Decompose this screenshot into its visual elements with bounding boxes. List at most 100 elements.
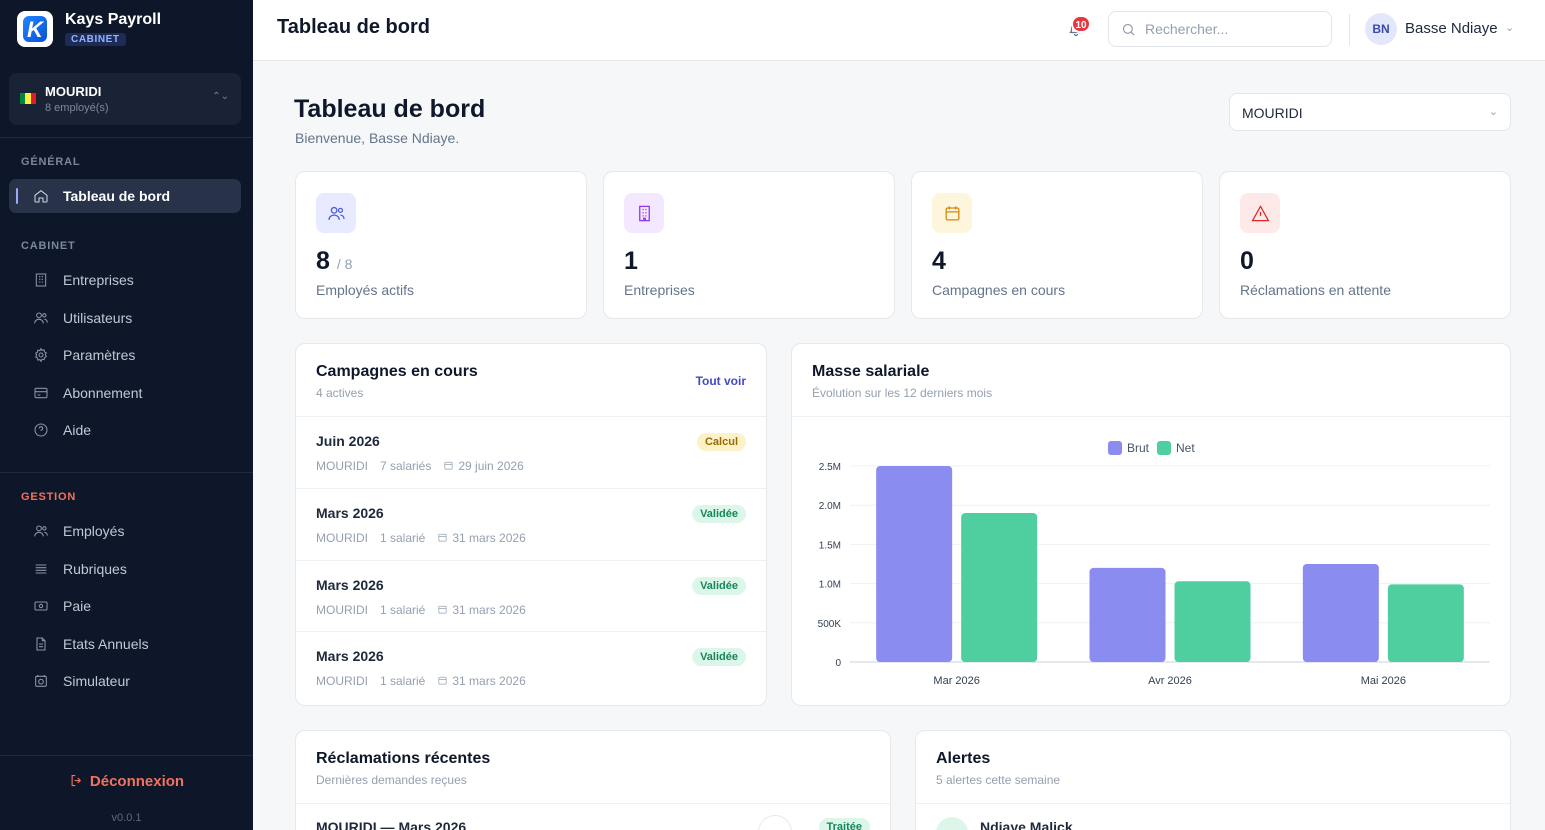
- money-icon: [34, 601, 48, 611]
- campaign-row[interactable]: Mars 2026 MOURIDI 1 salarié 31 mars 2026 V…: [296, 488, 766, 560]
- sidebar-item-utilisateurs[interactable]: Utilisateurs: [9, 301, 241, 335]
- company-select[interactable]: MOURIDI ⌄: [1229, 93, 1511, 131]
- sidebar-item-label: Employés: [63, 523, 125, 539]
- stat-value: 0: [1240, 247, 1254, 275]
- stat-value: 1: [624, 247, 638, 275]
- campaign-row[interactable]: Juin 2026 MOURIDI 7 salariés 29 juin 2026 …: [296, 417, 766, 489]
- y-tick-label: 1.5M: [819, 540, 841, 551]
- sidebar-item-rubriques[interactable]: Rubriques: [9, 552, 241, 586]
- x-tick-label: Mar 2026: [933, 675, 979, 687]
- logo-icon: K: [17, 11, 53, 47]
- alert-avatar: [936, 817, 968, 830]
- campaign-row[interactable]: Mars 2026 MOURIDI 1 salarié 31 mars 2026 V…: [296, 631, 766, 703]
- alert-icon: [1240, 193, 1280, 233]
- stat-card-employees[interactable]: 8 / 8 Employés actifs: [295, 171, 587, 319]
- bar-net: [1387, 584, 1464, 662]
- campaign-title: Mars 2026: [316, 505, 384, 521]
- company-name: MOURIDI: [45, 84, 102, 99]
- card-subtitle: 5 alertes cette semaine: [936, 773, 1061, 787]
- calendar-icon: [444, 461, 453, 470]
- company-select-value: MOURIDI: [1242, 105, 1303, 121]
- y-tick-label: 1.0M: [819, 580, 841, 591]
- y-tick-label: 0: [835, 658, 841, 669]
- chevron-down-icon[interactable]: ⌄: [1505, 22, 1515, 34]
- page-subtitle: Bienvenue, Basse Ndiaye.: [295, 130, 460, 146]
- sidebar-item-abonnement[interactable]: Abonnement: [9, 376, 241, 410]
- sidebar-item-aide[interactable]: Aide: [9, 413, 241, 447]
- sidebar-item-label: Utilisateurs: [63, 310, 133, 326]
- calendar-icon: [438, 676, 447, 685]
- stat-card-campaigns[interactable]: 4 Campagnes en cours: [911, 171, 1203, 319]
- stat-card-claims[interactable]: 0 Réclamations en attente: [1219, 171, 1511, 319]
- card-title: Réclamations récentes: [316, 750, 491, 767]
- sidebar-item-entreprises[interactable]: Entreprises: [9, 263, 241, 297]
- card-subtitle: Dernières demandes reçues: [316, 773, 467, 787]
- divider: [0, 755, 253, 756]
- card-title: Campagnes en cours: [316, 363, 478, 380]
- campaigns-card: Campagnes en cours 4 actives Tout voir J…: [295, 343, 767, 706]
- sidebar-item-simulateur[interactable]: Simulateur: [9, 664, 241, 698]
- topbar-title: Tableau de bord: [277, 16, 430, 38]
- chart-legend: Brut Net: [1108, 441, 1203, 455]
- users-icon: [34, 525, 48, 537]
- payroll-card: Masse salariale Évolution sur les 12 der…: [791, 343, 1511, 706]
- card-subtitle: Évolution sur les 12 derniers mois: [812, 386, 993, 400]
- stat-label: Entreprises: [624, 282, 695, 298]
- sidebar-item-paie[interactable]: Paie: [9, 589, 241, 623]
- sidebar-item-label: Paie: [63, 598, 92, 614]
- brand-name: Kays Payroll: [65, 11, 162, 28]
- sidebar-item-label: Simulateur: [63, 673, 130, 689]
- stat-total: / 8: [336, 256, 353, 272]
- sidebar-item-parametres[interactable]: Paramètres: [9, 338, 241, 372]
- x-tick-label: Mai 2026: [1361, 675, 1406, 687]
- status-badge: Calcul: [696, 433, 746, 451]
- sidebar-item-label: Aide: [63, 422, 92, 438]
- brand-badge: CABINET: [65, 33, 126, 46]
- sidebar-item-label: Paramètres: [63, 347, 136, 363]
- campaign-row[interactable]: Mars 2026 MOURIDI 1 salarié 31 mars 2026 V…: [296, 560, 766, 632]
- brand[interactable]: K Kays Payroll CABINET: [17, 11, 161, 47]
- status-badge: Traitée: [818, 818, 870, 830]
- campaign-title: Mars 2026: [316, 648, 384, 664]
- stat-card-companies[interactable]: 1 Entreprises: [603, 171, 895, 319]
- stat-label: Campagnes en cours: [932, 282, 1066, 298]
- alert-row-title[interactable]: Ndiaye Malick: [980, 819, 1073, 830]
- stat-label: Employés actifs: [316, 282, 415, 298]
- logout-label: Déconnexion: [89, 773, 185, 790]
- logout-button[interactable]: Déconnexion: [0, 773, 253, 790]
- stat-value: 8 / 8: [316, 247, 353, 275]
- sidebar-item-label: Abonnement: [63, 385, 143, 401]
- see-all-link[interactable]: Tout voir: [695, 374, 746, 388]
- home-icon: [34, 189, 48, 203]
- status-badge: Validée: [692, 648, 746, 666]
- section-gestion: GESTION: [21, 491, 77, 503]
- legend-item-net[interactable]: Net: [1157, 441, 1195, 455]
- sidebar-item-employes[interactable]: Employés: [9, 514, 241, 548]
- bar-brut: [1089, 567, 1166, 662]
- search-icon: [1122, 23, 1135, 36]
- search-input[interactable]: [1145, 21, 1325, 37]
- avatar[interactable]: BN: [1365, 13, 1397, 45]
- senegal-flag-icon: [20, 93, 36, 104]
- payroll-bar-chart: 0 500K 1.0M 1.5M 2.0M 2.5M Mar 2026 Avr 2026 Mai…: [818, 462, 1490, 687]
- bar-brut: [876, 466, 953, 662]
- x-tick-label: Avr 2026: [1148, 675, 1192, 687]
- claim-row-title[interactable]: MOURIDI — Mars 2026: [316, 819, 467, 830]
- sidebar-item-label: Etats Annuels: [63, 636, 149, 652]
- campaign-meta: MOURIDI 7 salariés 29 juin 2026: [316, 459, 524, 473]
- sidebar-item-etats-annuels[interactable]: Etats Annuels: [9, 627, 241, 661]
- calendar-icon: [438, 533, 447, 542]
- search-box[interactable]: [1108, 11, 1332, 47]
- user-menu-name[interactable]: Basse Ndiaye: [1405, 20, 1498, 37]
- sidebar-item-label: Entreprises: [63, 272, 134, 288]
- legend-item-brut[interactable]: Brut: [1108, 441, 1149, 455]
- campaign-meta: MOURIDI 1 salarié 31 mars 2026: [316, 674, 526, 688]
- section-general: GÉNÉRAL: [21, 156, 81, 168]
- campaign-meta: MOURIDI 1 salarié 31 mars 2026: [316, 603, 526, 617]
- company-switcher[interactable]: MOURIDI 8 employé(s) ⌃⌄: [9, 73, 241, 125]
- sidebar-item-dashboard[interactable]: Tableau de bord: [9, 179, 241, 213]
- y-tick-label: 500K: [818, 619, 842, 630]
- app-version: v0.0.1: [111, 812, 142, 824]
- divider: [296, 416, 766, 417]
- card-title: Masse salariale: [812, 363, 930, 380]
